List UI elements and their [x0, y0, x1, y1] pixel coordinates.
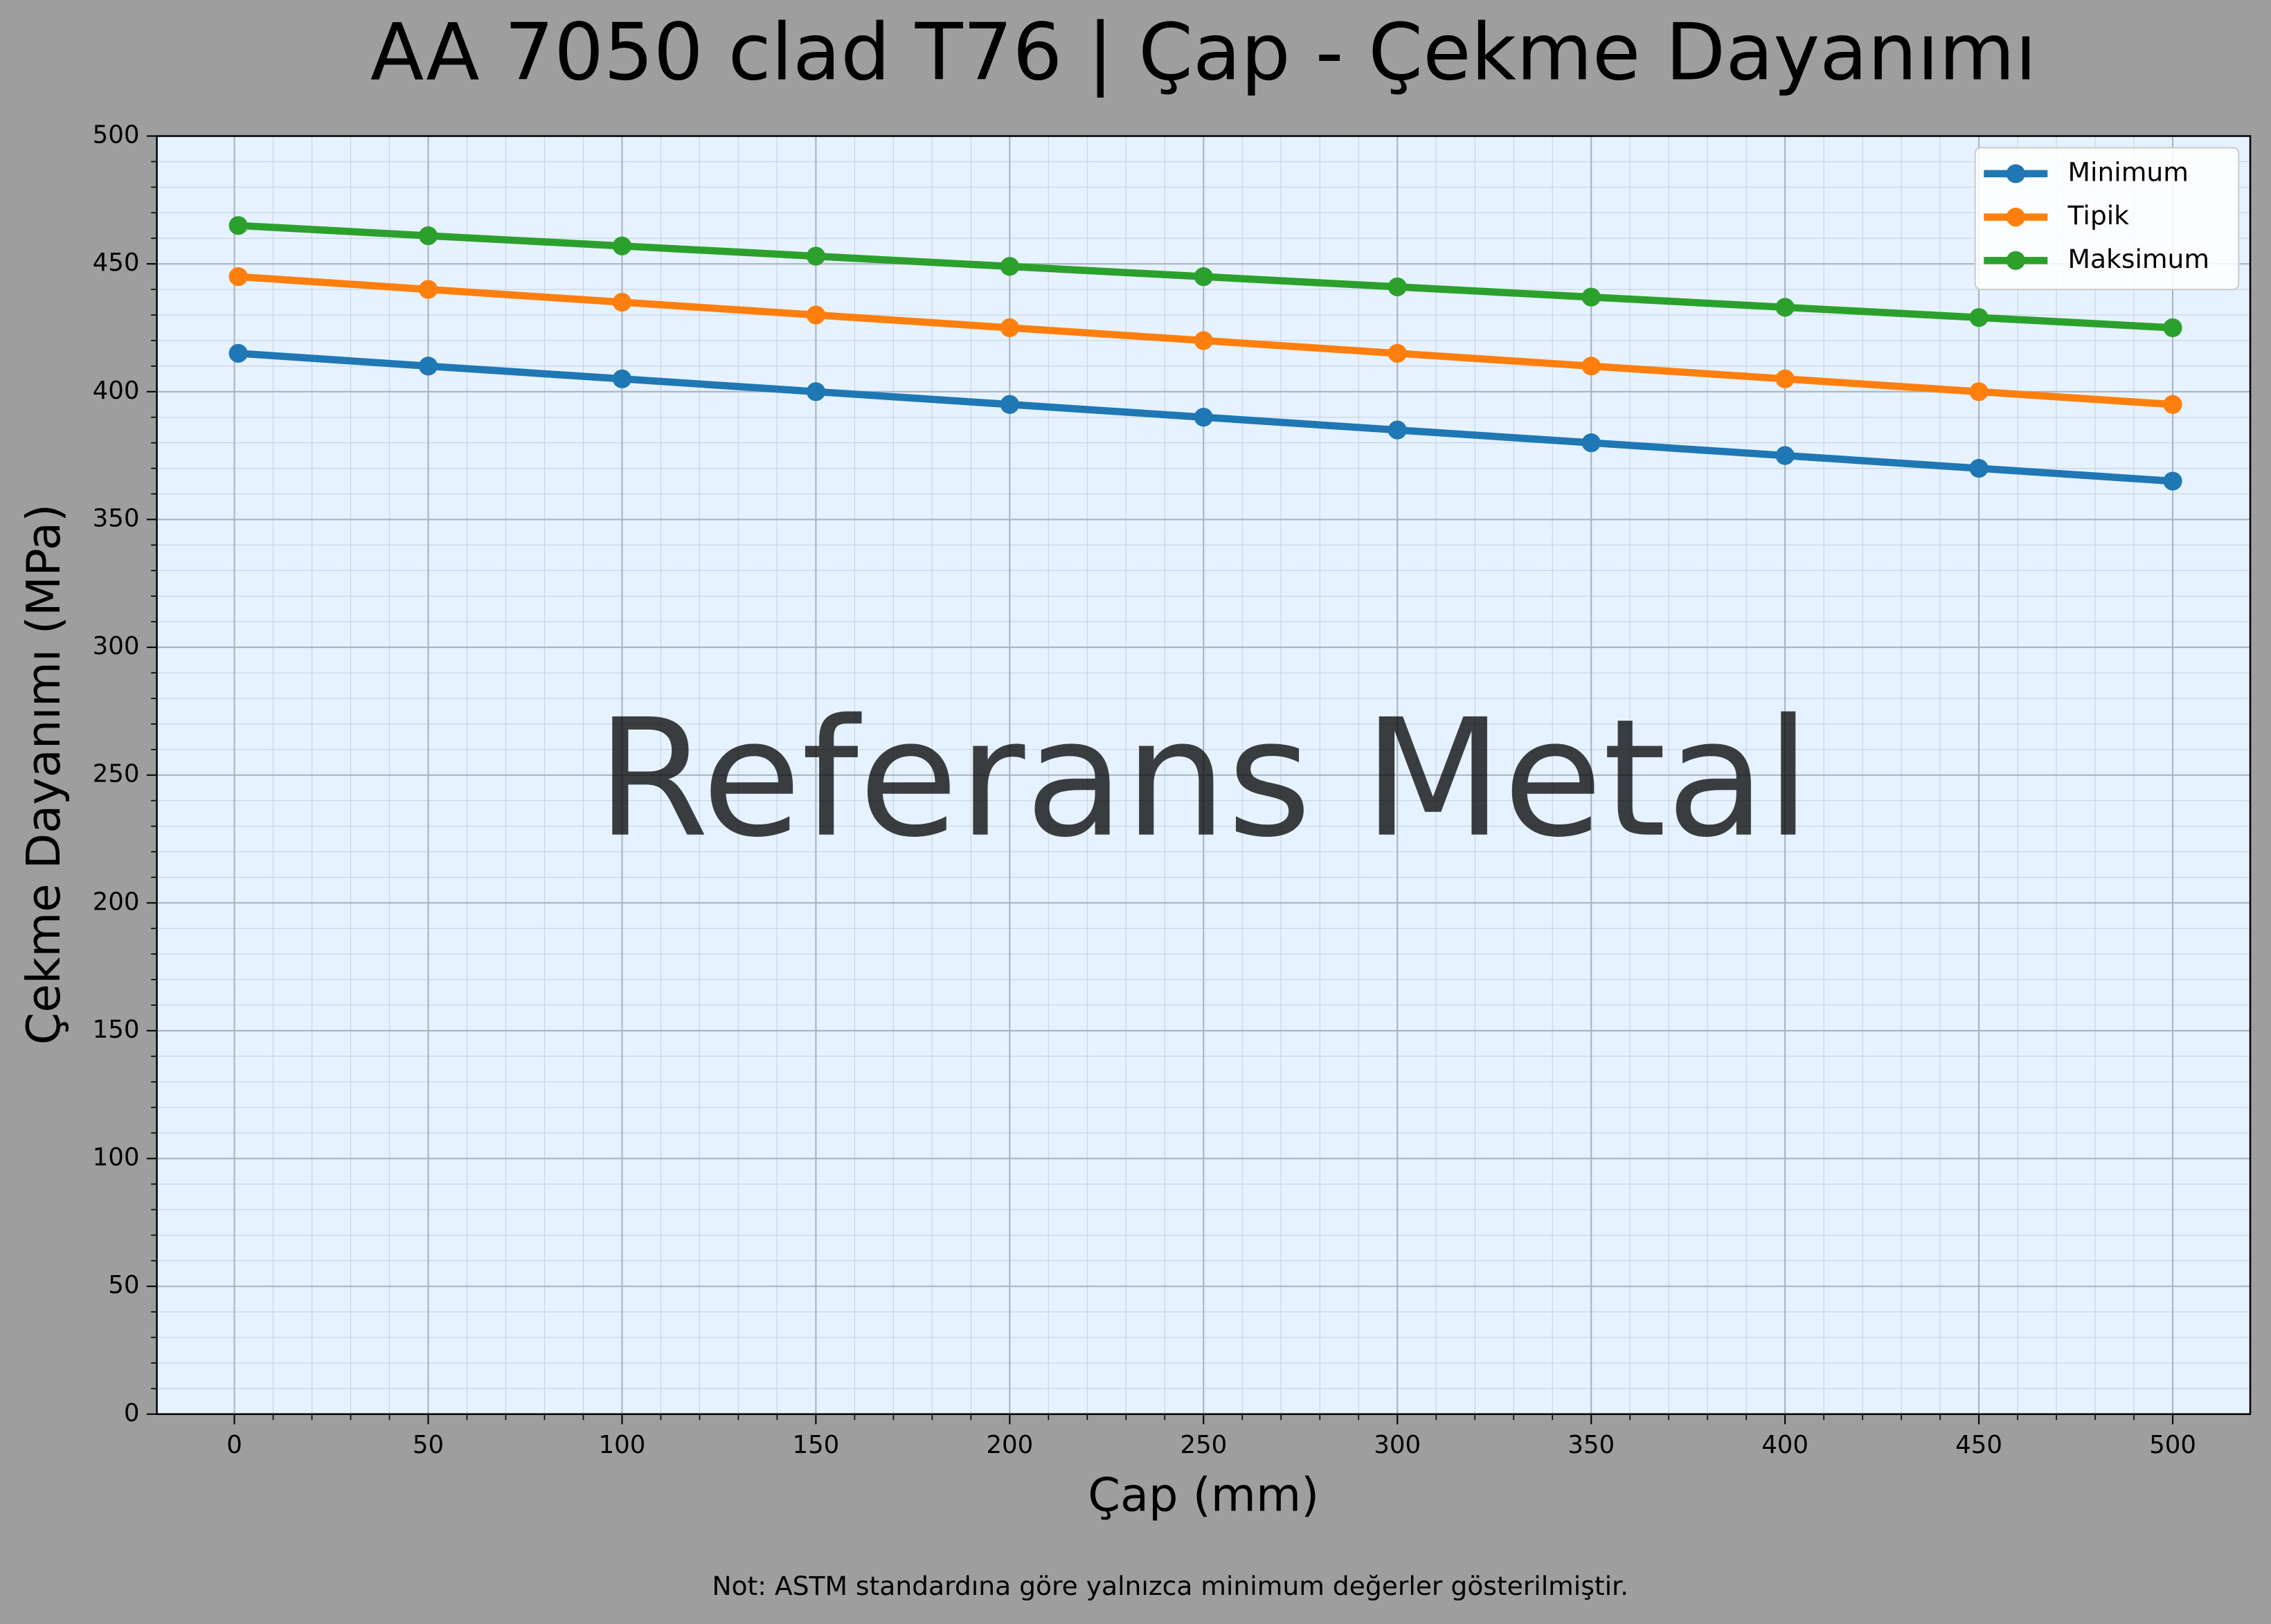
- data-point: [2163, 318, 2182, 338]
- data-point: [418, 357, 438, 376]
- data-point: [228, 343, 248, 363]
- x-tick-label: 250: [1180, 1431, 1227, 1459]
- footnote: Not: ASTM standardına göre yalnızca mini…: [712, 1571, 1628, 1601]
- data-point: [1581, 433, 1601, 453]
- data-point: [1194, 408, 1213, 427]
- y-tick-label: 150: [93, 1016, 140, 1044]
- data-point: [1388, 343, 1407, 363]
- y-tick-label: 100: [93, 1144, 140, 1172]
- plot: [228, 216, 2182, 491]
- y-tick-label: 50: [108, 1271, 139, 1299]
- data-point: [806, 246, 825, 266]
- x-tick-label: 300: [1374, 1431, 1421, 1459]
- y-tick-label: 450: [93, 249, 140, 277]
- data-point: [228, 216, 248, 235]
- data-point: [2163, 471, 2182, 491]
- data-point: [1775, 298, 1795, 317]
- y-tick-label: 200: [93, 887, 140, 916]
- x-tick-label: 200: [986, 1431, 1033, 1459]
- y-tick-label: 500: [93, 121, 140, 150]
- x-tick-label: 350: [1568, 1431, 1615, 1459]
- data-point: [1388, 420, 1407, 440]
- x-tick-label: 400: [1761, 1431, 1808, 1459]
- legend-label: Tipik: [2067, 200, 2130, 231]
- legend-label: Maksimum: [2068, 244, 2210, 274]
- y-tick-label: 350: [93, 504, 140, 532]
- legend-marker: [2006, 251, 2025, 270]
- data-point: [1194, 267, 1213, 287]
- data-point: [1969, 458, 1989, 478]
- data-point: [418, 280, 438, 299]
- data-point: [806, 382, 825, 402]
- x-tick-label: 500: [2149, 1431, 2196, 1459]
- legend-label: Minimum: [2068, 156, 2189, 187]
- data-point: [612, 292, 632, 312]
- data-point: [2163, 395, 2182, 414]
- x-axis-label: Çap (mm): [1088, 1468, 1319, 1522]
- data-point: [1000, 395, 1019, 414]
- data-point: [1775, 369, 1795, 388]
- data-point: [1194, 331, 1213, 350]
- x-tick-label: 450: [1955, 1431, 2002, 1459]
- data-point: [612, 369, 632, 388]
- data-point: [418, 226, 438, 246]
- y-tick-label: 0: [124, 1399, 140, 1427]
- data-point: [1969, 308, 1989, 327]
- data-point: [612, 236, 632, 255]
- y-tick-label: 300: [93, 632, 140, 660]
- grid: [156, 135, 2250, 1415]
- x-tick-label: 50: [413, 1431, 444, 1459]
- data-point: [1388, 277, 1407, 296]
- data-point: [1581, 357, 1601, 376]
- x-tick-label: 0: [226, 1431, 242, 1459]
- legend-marker: [2006, 208, 2025, 227]
- x-tick-label: 100: [599, 1431, 646, 1459]
- data-point: [1969, 382, 1989, 402]
- y-tick-label: 250: [93, 760, 140, 788]
- legend-box: [1974, 147, 2240, 291]
- data-point: [1000, 318, 1019, 338]
- data-point: [228, 267, 248, 287]
- y-axis-label: Çekme Dayanımı (MPa): [17, 504, 71, 1045]
- legend-marker: [2006, 164, 2025, 183]
- data-point: [806, 305, 825, 325]
- watermark: Referans Metal: [596, 685, 1811, 874]
- x-tick-label: 150: [792, 1431, 839, 1459]
- chart-title: AA 7050 clad T76 | Çap - Çekme Dayanımı: [370, 6, 2037, 98]
- data-point: [1581, 287, 1601, 307]
- data-point: [1775, 446, 1795, 465]
- data-point: [1000, 257, 1019, 276]
- y-tick-label: 400: [93, 377, 140, 405]
- legend: Minimum Tipik Maksimum: [1974, 147, 2240, 291]
